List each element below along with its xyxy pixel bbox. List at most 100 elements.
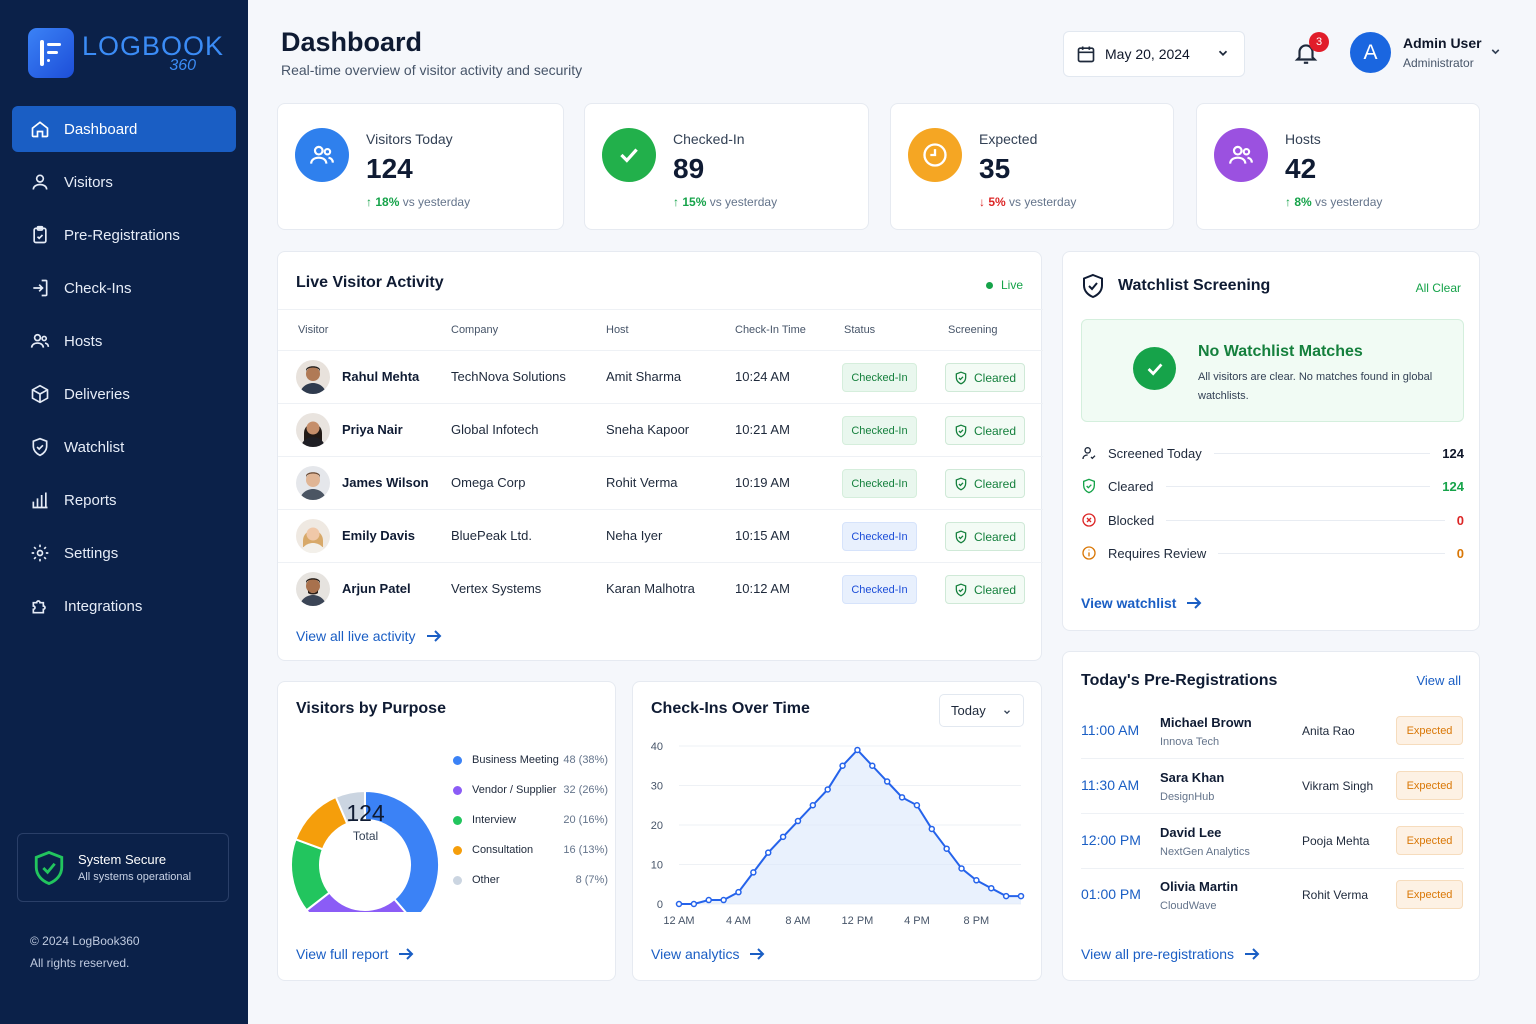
sidebar-item-dashboard[interactable]: Dashboard — [12, 106, 236, 152]
view-all-live-activity-link[interactable]: View all live activity — [296, 628, 442, 644]
data-point[interactable] — [913, 802, 921, 809]
data-point[interactable] — [1002, 892, 1010, 900]
data-point[interactable] — [705, 896, 712, 904]
data-point[interactable] — [750, 869, 757, 876]
arrow-up-icon: ↑ — [1285, 195, 1291, 209]
column-header[interactable]: Company — [451, 324, 499, 336]
x-tick-label: 8 PM — [964, 915, 990, 927]
stat-delta-value: 8% — [1294, 195, 1312, 209]
logo-name: LOGBOOK — [82, 30, 225, 61]
data-point[interactable] — [690, 900, 698, 908]
home-icon — [31, 121, 49, 138]
data-point[interactable] — [943, 845, 950, 852]
data-point[interactable] — [735, 888, 742, 896]
stat-value: 124 — [366, 153, 413, 184]
donut-slice-other[interactable] — [334, 789, 366, 825]
visitor-name: Arjun Patel — [342, 581, 411, 596]
data-point[interactable] — [839, 762, 846, 769]
visitor-host: Amit Sharma — [606, 369, 682, 384]
sidebar-item-label: Visitors — [64, 173, 113, 191]
date-picker[interactable]: May 20, 2024 — [1063, 31, 1245, 77]
data-point[interactable] — [883, 778, 891, 785]
table-row[interactable]: Rahul Mehta TechNova Solutions Amit Shar… — [278, 351, 1043, 404]
data-point[interactable] — [988, 884, 995, 892]
range-select[interactable]: Today — [939, 694, 1024, 727]
column-header[interactable]: Status — [844, 324, 876, 336]
table-row[interactable]: Arjun Patel Vertex Systems Karan Malhotr… — [278, 563, 1043, 616]
data-point[interactable] — [675, 900, 683, 908]
data-point[interactable] — [1017, 892, 1025, 900]
logo[interactable]: LOGBOOK 360 — [28, 28, 224, 78]
data-point[interactable] — [869, 762, 876, 769]
status-badge: Expected — [1396, 880, 1463, 909]
user-name[interactable]: Admin User — [1403, 35, 1482, 51]
sidebar-item-settings[interactable]: Settings — [12, 530, 236, 576]
arrow-up-icon: ↑ — [673, 195, 679, 209]
visitor-company: Global Infotech — [451, 422, 539, 437]
link-label: View analytics — [651, 946, 740, 962]
column-header[interactable]: Visitor — [298, 324, 329, 336]
sidebar-item-watchlist[interactable]: Watchlist — [12, 424, 236, 470]
data-point[interactable] — [824, 786, 831, 793]
data-point[interactable] — [779, 833, 787, 841]
sidebar-item-visitors[interactable]: Visitors — [12, 159, 236, 205]
list-item[interactable]: 11:00 AM Michael Brown Innova Tech Anita… — [1081, 704, 1464, 759]
data-point[interactable] — [720, 896, 727, 904]
view-analytics-link[interactable]: View analytics — [651, 946, 765, 962]
view-watchlist-link[interactable]: View watchlist — [1081, 595, 1202, 611]
list-item[interactable]: 12:00 PM David Lee NextGen Analytics Poo… — [1081, 814, 1464, 869]
sidebar-item-deliveries[interactable]: Deliveries — [12, 371, 236, 417]
visitor-company: TechNova Solutions — [451, 369, 566, 384]
table-row[interactable]: James Wilson Omega Corp Rohit Verma 10:1… — [278, 457, 1043, 510]
legend-value: 20 (16%) — [563, 814, 608, 826]
stat-card-hosts[interactable]: Hosts 42 ↑ 8% vs yesterday — [1196, 103, 1480, 230]
sidebar-item-label: Watchlist — [64, 438, 125, 456]
data-point[interactable] — [794, 817, 802, 825]
card-title: Today's Pre-Registrations — [1081, 672, 1278, 689]
visitor-host: Neha Iyer — [606, 528, 663, 543]
chevron-down-icon[interactable] — [1489, 45, 1502, 58]
arrow-right-icon — [426, 630, 441, 642]
legend-label: Other — [472, 874, 500, 886]
data-point[interactable] — [898, 794, 906, 801]
sidebar-item-hosts[interactable]: Hosts — [12, 318, 236, 364]
data-point[interactable] — [973, 877, 980, 884]
data-point[interactable] — [764, 849, 772, 856]
sidebar-item-check-ins[interactable]: Check-Ins — [12, 265, 236, 311]
arrow-right-icon — [399, 948, 414, 960]
sidebar-item-reports[interactable]: Reports — [12, 477, 236, 523]
avatar[interactable]: A — [1350, 32, 1391, 73]
data-point[interactable] — [809, 802, 817, 809]
status-badge: Checked-In — [842, 363, 917, 392]
sidebar-item-integrations[interactable]: Integrations — [12, 583, 236, 629]
column-header[interactable]: Host — [606, 324, 629, 336]
shield-check-icon — [1083, 478, 1095, 494]
users-icon — [30, 333, 50, 348]
list-item[interactable]: 11:30 AM Sara Khan DesignHub Vikram Sing… — [1081, 759, 1464, 814]
screening-badge: Cleared — [945, 416, 1025, 445]
data-point[interactable] — [958, 865, 965, 872]
stat-card-visitors[interactable]: Visitors Today 124 ↑ 18% vs yesterday — [277, 103, 564, 230]
list-item[interactable]: 01:00 PM Olivia Martin CloudWave Rohit V… — [1081, 868, 1464, 923]
stat-delta-note: vs yesterday — [402, 195, 471, 209]
stat-card-expected[interactable]: Expected 35 ↓ 5% vs yesterday — [890, 103, 1174, 230]
legend-value: 48 (38%) — [563, 754, 608, 766]
column-header[interactable]: Screening — [948, 324, 998, 336]
donut-slice-business-meeting[interactable] — [364, 789, 440, 912]
view-all-pre-registrations-link[interactable]: View all pre-registrations — [1081, 946, 1260, 962]
shield-check-icon — [1083, 273, 1103, 299]
data-point[interactable] — [854, 746, 861, 754]
stat-card-checked-in[interactable]: Checked-In 89 ↑ 15% vs yesterday — [584, 103, 869, 230]
view-all-link[interactable]: View all — [1416, 673, 1461, 688]
table-row[interactable]: Priya Nair Global Infotech Sneha Kapoor … — [278, 404, 1043, 457]
bell-icon[interactable] — [1293, 40, 1319, 66]
view-full-report-link[interactable]: View full report — [296, 946, 414, 962]
table-row[interactable]: Emily Davis BluePeak Ltd. Neha Iyer 10:1… — [278, 510, 1043, 563]
column-header[interactable]: Check-In Time — [735, 324, 806, 336]
data-point[interactable] — [928, 825, 936, 833]
stat-delta-value: 5% — [988, 195, 1006, 209]
x-tick-label: 4 AM — [726, 915, 751, 927]
sidebar-item-pre-registrations[interactable]: Pre-Registrations — [12, 212, 236, 258]
watchlist-stat-label: Cleared — [1108, 478, 1154, 494]
prereg-time: 11:30 AM — [1081, 777, 1140, 793]
